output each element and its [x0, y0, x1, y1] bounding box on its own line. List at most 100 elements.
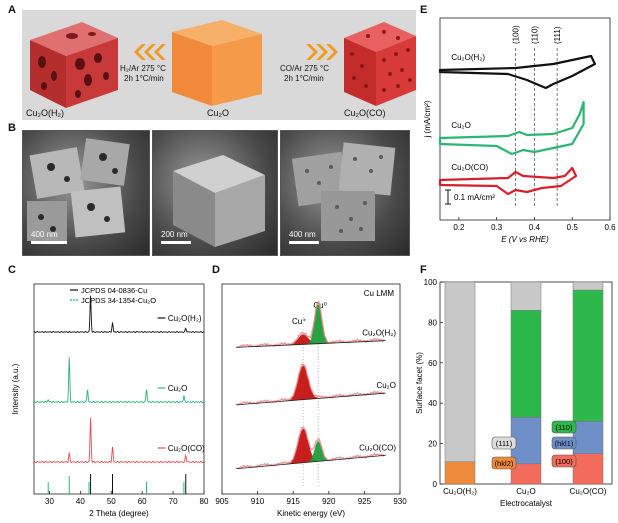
panel-label-f: F [420, 264, 427, 276]
panel-label-e: E [420, 4, 428, 16]
y-tick-label: 20 [428, 440, 437, 449]
label-cu2o-co: Cu₂O(CO) [344, 108, 386, 118]
x-tick-label: 40 [76, 497, 85, 506]
cu-plus-peak [236, 365, 386, 405]
facet-label: (hkl1) [555, 439, 574, 448]
x-tick-label: 30 [45, 497, 54, 506]
right-condition-1: CO/Ar 275 °C [280, 64, 329, 73]
facet-label: (100) [555, 457, 573, 466]
sem-image-cu2o-h2: 400 nm [22, 130, 150, 256]
y-axis-label: Surface facet (%) [415, 352, 424, 414]
category-label: Cu₂O(CO) [570, 487, 607, 496]
scale-text-3: 400 nm [289, 230, 316, 239]
x-tick-label: 0.3 [491, 223, 503, 232]
bar-segment [572, 453, 604, 485]
facet-label: (hkl2) [495, 459, 514, 468]
y-tick-label: 100 [424, 278, 438, 287]
x-tick-label: 915 [287, 497, 301, 506]
xps-envelope [236, 426, 385, 470]
bar-segment [510, 310, 542, 418]
cv-plot: 0.2 0.3 0.4 0.5 0.6 E (V vs RHE) j (mA/cm²) (10… [423, 17, 616, 244]
xrd-trace [34, 417, 205, 464]
cu-zero-peak [236, 304, 386, 348]
plot-frame [439, 17, 611, 221]
cv-series-label: Cu₂O [451, 121, 471, 130]
x-tick-label: 930 [393, 497, 407, 506]
x-tick-label: 0.5 [567, 223, 579, 232]
x-axis-label: Kinetic energy (eV) [277, 509, 345, 518]
legend-label-cu2o: JCPDS 34-1354-Cu₂O [81, 296, 156, 305]
chart-title: Cu LMM [364, 289, 395, 298]
trace-legend-label: Cu₂O [168, 384, 188, 393]
legend-label-cu: JCPDS 04-0836-Cu [81, 286, 147, 295]
cv-loop [438, 166, 578, 196]
trace-label: Cu₂O(H₂) [362, 328, 396, 337]
x-tick-label: 70 [169, 497, 178, 506]
xps-baseline [236, 340, 386, 348]
y-axis-label: j (mA/cm²) [423, 100, 432, 138]
panel-label-c: C [8, 264, 16, 276]
bar-segment [510, 281, 542, 311]
trace-legend-label: Cu₂O(CO) [168, 444, 205, 453]
xps-plot: 905 910 915 920 925 930 Kinetic energy (eV) Cu … [215, 283, 407, 518]
porous-cube-h2 [30, 22, 118, 108]
bar-segment [572, 289, 604, 422]
cv-series-label: Cu₂O(H₂) [451, 53, 485, 62]
facet-guide-label: (100) [512, 25, 521, 44]
facet-label-box [551, 420, 577, 434]
x-tick-label: 0.4 [529, 223, 541, 232]
cv-loop [438, 54, 596, 90]
peak-label-cu-plus: Cu⁺ [292, 317, 306, 326]
trace-label: Cu₂O [376, 381, 396, 390]
sem-texture-3 [291, 142, 396, 241]
facet-label-box [551, 454, 577, 468]
y-tick-label: 0 [433, 480, 438, 489]
label-cu2o-h2: Cu₂O(H₂) [26, 108, 64, 118]
x-axis-label: 2 Theta (degree) [89, 509, 149, 518]
panel-a-illustration [30, 20, 416, 108]
cube-cu2o [172, 20, 262, 106]
cv-loop [438, 100, 585, 156]
bar-segment [572, 281, 604, 291]
bar-segment [444, 461, 476, 485]
trace-label: Cu₂O(CO) [359, 444, 396, 453]
facet-label: (110) [556, 423, 573, 432]
x-tick-label: 920 [322, 497, 336, 506]
panel-f-bars: 0 20 40 60 80 100 Surface facet (%) Electrocata… [412, 270, 618, 518]
panel-d-xps: 905 910 915 920 925 930 Kinetic energy (eV) Cu … [212, 270, 408, 518]
xps-baseline [236, 454, 386, 470]
cv-series-label: Cu₂O(CO) [451, 163, 488, 172]
sem-image-cu2o-co: 400 nm [280, 130, 410, 256]
xps-envelope [236, 363, 385, 406]
xrd-trace [34, 357, 205, 404]
x-tick-label: 925 [358, 497, 372, 506]
panel-label-b: B [8, 122, 16, 134]
facet-label-box [491, 456, 517, 470]
scale-bar-3 [289, 241, 319, 244]
xps-baseline [236, 392, 386, 406]
sponge-cube-co [344, 22, 416, 106]
panel-e-cv: 0.2 0.3 0.4 0.5 0.6 E (V vs RHE) j (mA/cm²) (10… [420, 10, 618, 260]
scale-bar-1 [31, 241, 67, 244]
y-tick-label: 60 [428, 359, 437, 368]
x-tick-label: 60 [138, 497, 147, 506]
right-condition-2: 2h 1°C/min [284, 74, 324, 83]
bar-segment [572, 421, 604, 454]
x-tick-label: 910 [251, 497, 265, 506]
x-tick-label: 50 [107, 497, 116, 506]
trace-legend-label: Cu₂O(H₂) [168, 314, 202, 323]
facet-label-box [551, 436, 577, 450]
x-tick-label: 905 [215, 497, 229, 506]
xps-envelope [236, 300, 385, 348]
y-axis-label: Intensity (a.u.) [11, 363, 20, 414]
y-tick-label: 40 [428, 399, 437, 408]
panel-label-d: D [212, 264, 220, 276]
x-tick-label: 0.6 [604, 223, 616, 232]
x-tick-label: 0.2 [453, 223, 465, 232]
scale-text-2: 200 nm [161, 230, 188, 239]
category-label: Cu₂O [516, 487, 536, 496]
facet-label: (111) [496, 439, 513, 448]
sem-image-cu2o: 200 nm [152, 130, 278, 256]
scale-text-1: 400 nm [31, 230, 58, 239]
panel-a: Cu₂O(H₂) Cu₂O Cu₂O(CO) H₂/Ar 275 °C 2h 1… [22, 10, 416, 120]
